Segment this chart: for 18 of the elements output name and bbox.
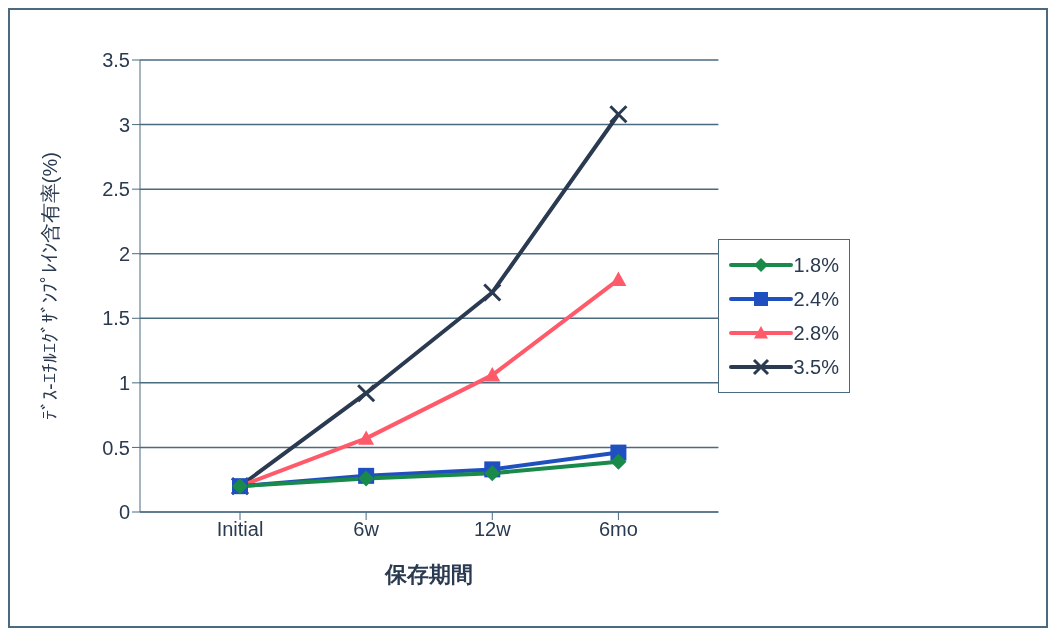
y-tick-label: 3 (118, 113, 130, 136)
x-tick-label: 6w (353, 518, 380, 541)
y-tick-label: 0 (118, 501, 130, 524)
legend-label: 2.8% (793, 321, 839, 345)
x-tick-label: Initial (216, 518, 264, 541)
x-tick-label: 6mo (598, 518, 638, 541)
y-tick-label: 1.5 (102, 307, 130, 330)
y-tick-label: 3.5 (102, 49, 130, 72)
legend-label: 1.8% (793, 253, 839, 277)
y-tick-label: 1 (118, 371, 130, 394)
y-axis-title: ﾃﾞｽ-ｴﾁﾙｴｸﾞｻﾞﾝﾌﾟﾚｲﾝ含有率(%) (39, 152, 62, 420)
y-tick-label: 2.5 (102, 178, 130, 201)
legend-label: 3.5% (793, 355, 839, 379)
legend-label: 2.4% (793, 287, 839, 311)
y-tick-label: 2 (118, 242, 130, 265)
x-axis-title: 保存期間 (384, 562, 474, 587)
y-tick-label: 0.5 (102, 436, 130, 459)
x-tick-label: 12w (473, 518, 512, 541)
